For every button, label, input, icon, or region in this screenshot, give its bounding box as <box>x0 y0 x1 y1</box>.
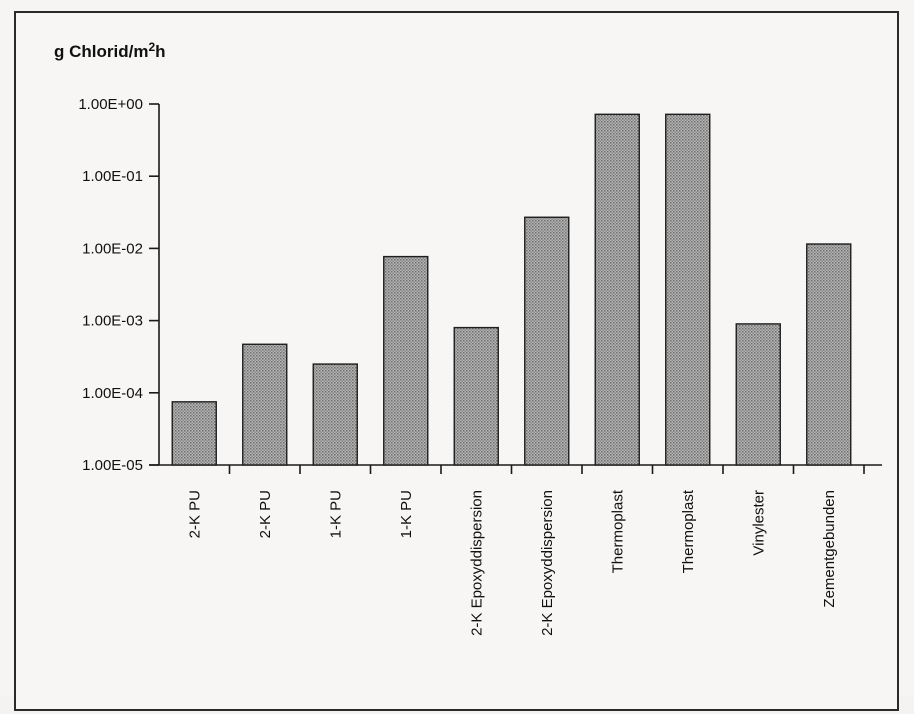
x-tick-label: 2-K PU <box>257 490 274 538</box>
bar <box>383 255 429 466</box>
chart-svg: g Chlorid/m2h 1.00E-051.00E-041.00E-031.… <box>54 40 882 636</box>
y-tick-label: 1.00E-02 <box>82 240 143 257</box>
x-tick-label: 1-K PU <box>398 490 415 538</box>
y-axis-label-sup: 2 <box>148 40 155 54</box>
bar <box>806 243 852 466</box>
x-tick-label: Vinylester <box>750 490 767 556</box>
y-tick-label: 1.00E-03 <box>82 313 143 330</box>
chart-frame: g Chlorid/m2h 1.00E-05 1.00E-04 1.00E-03 1.… <box>14 11 899 711</box>
x-tick-label: 2-K PU <box>186 490 203 538</box>
x-tick-label: 2-K Epoxyddispersion <box>539 490 556 636</box>
y-tick-label: 1.00E-05 <box>82 457 143 474</box>
x-tick-label: 2-K Epoxyddispersion <box>468 490 485 636</box>
y-axis-label-suffix: h <box>155 42 165 61</box>
x-tick-label: 1-K PU <box>327 490 344 538</box>
bar <box>665 113 711 466</box>
y-axis-label: g Chlorid/m2h <box>54 40 166 61</box>
y-tick-label: 1.00E-01 <box>82 168 143 185</box>
y-axis-label-main: g Chlorid/m <box>54 42 148 61</box>
bars <box>171 113 852 466</box>
bar <box>594 113 640 466</box>
bar <box>735 323 781 466</box>
bar <box>312 363 358 466</box>
bar <box>524 216 570 466</box>
bar <box>453 326 499 466</box>
bar <box>242 343 288 466</box>
x-tick-label: Thermoplast <box>680 489 697 573</box>
x-tick-label: Zementgebunden <box>821 490 838 608</box>
page: g Chlorid/m2h 1.00E-05 1.00E-04 1.00E-03 1.… <box>14 11 899 711</box>
y-tick-label: 1.00E+00 <box>78 96 143 113</box>
x-tick-label: Thermoplast <box>609 489 626 573</box>
tick-labels: 1.00E-05 1.00E-04 1.00E-03 1.00E-02 1.00E-01… <box>78 96 837 636</box>
bar <box>171 401 217 466</box>
y-tick-label: 1.00E-04 <box>82 385 143 402</box>
